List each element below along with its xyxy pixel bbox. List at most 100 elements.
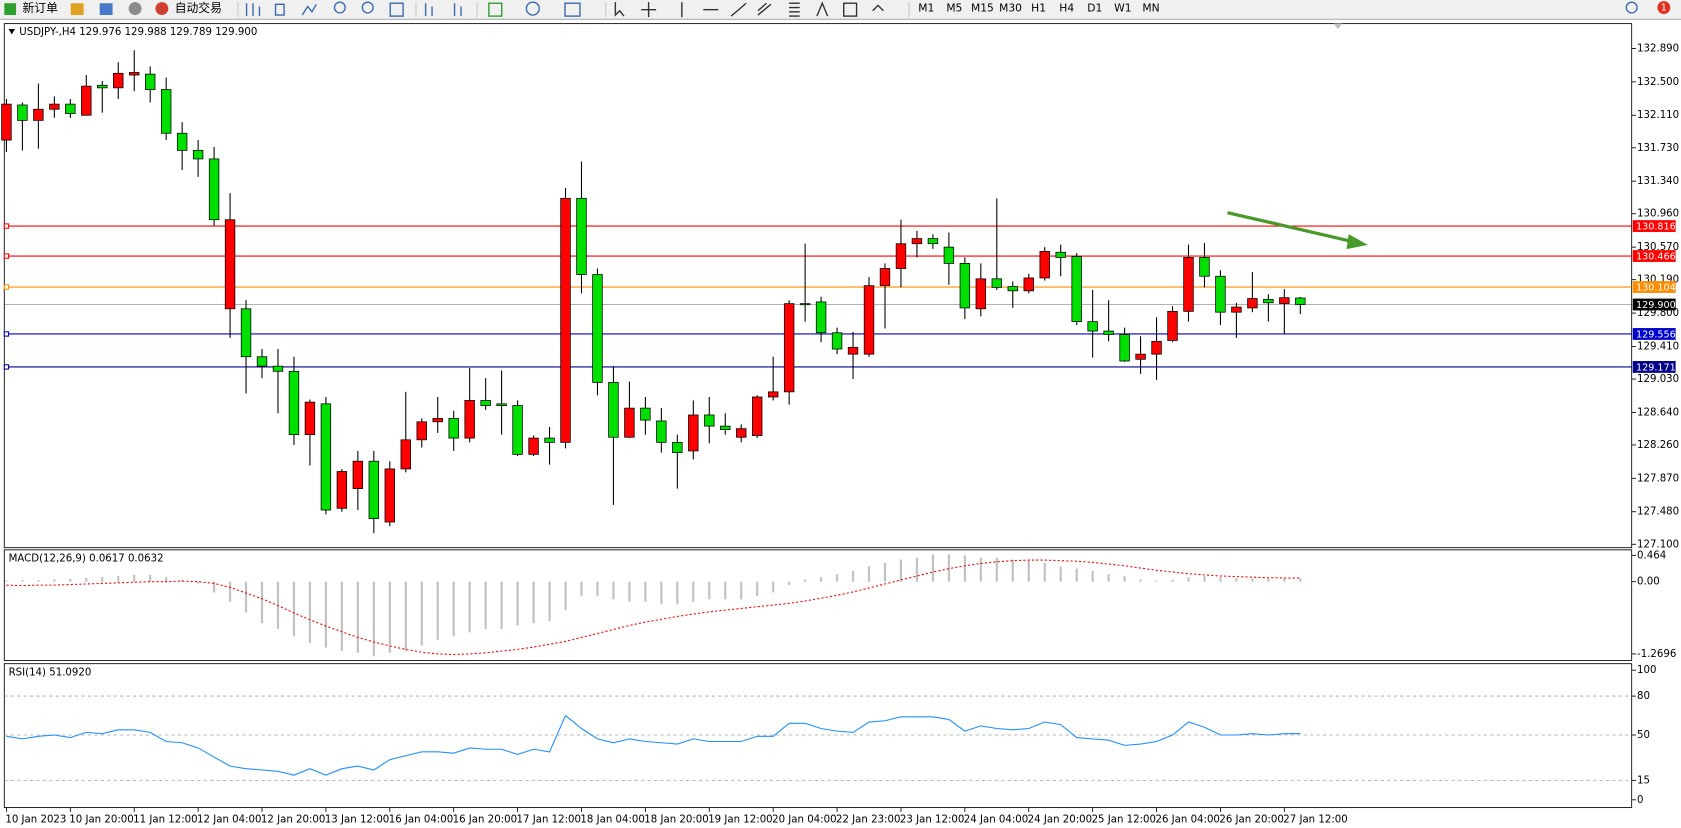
y-tick-label: 128.260	[1637, 440, 1679, 451]
candle-body	[33, 108, 44, 121]
label-icon[interactable]	[843, 2, 858, 17]
x-tick-label: 12 Jan 20:00	[261, 814, 325, 825]
zoom-in-icon[interactable]	[333, 1, 346, 14]
y-tick-label: 132.110	[1637, 110, 1679, 121]
candle-body	[160, 89, 172, 134]
candle-body	[384, 468, 396, 523]
new-order-label: 新订单	[23, 1, 59, 15]
candle-body	[528, 437, 539, 455]
candle-body	[65, 103, 76, 114]
candle-body	[1279, 297, 1290, 305]
candle-body	[224, 219, 236, 310]
toolbar-icon[interactable]	[70, 3, 84, 16]
candle-body	[1039, 251, 1050, 279]
timeframe-button[interactable]: M5	[946, 2, 962, 15]
new-order-button[interactable]: 新订单	[4, 1, 58, 15]
y-tick-label: 127.100	[1637, 539, 1679, 550]
line-chart-icon[interactable]	[301, 3, 317, 16]
notification-badge[interactable]	[1657, 1, 1671, 14]
fibo-icon[interactable]	[789, 2, 800, 17]
timeframe-bar: M1 M5 M15 M30 H1 H4 D1 W1 MN	[918, 2, 1159, 15]
y-tick-label: 0	[1637, 795, 1643, 806]
x-tick-label: 10 Jan 20:00	[69, 814, 133, 825]
candle-body	[704, 414, 715, 427]
toolbar-icon[interactable]	[99, 3, 113, 16]
periods-icon[interactable]	[525, 1, 540, 16]
auto-trading-button[interactable]: 自动交易	[155, 1, 222, 15]
candle-body	[336, 471, 348, 509]
candle-body	[129, 72, 140, 76]
candle-icon[interactable]	[274, 3, 285, 16]
candle-body	[560, 197, 571, 443]
x-tick-label: 23 Jan 12:00	[900, 814, 964, 825]
y-tick-label: 15	[1637, 775, 1650, 786]
price-level-box	[1632, 361, 1676, 373]
price-level-box	[1632, 220, 1676, 232]
candle-body	[176, 132, 188, 151]
candle-body	[432, 418, 443, 423]
cursor-icon[interactable]	[614, 2, 625, 17]
x-tick-label: 24 Jan 20:00	[1028, 814, 1092, 825]
x-tick-label: 26 Jan 20:00	[1219, 814, 1283, 825]
x-tick-label: 17 Jan 12:00	[517, 814, 581, 825]
text-icon[interactable]	[816, 1, 829, 17]
candle-body	[624, 407, 635, 438]
candle-body	[911, 238, 923, 245]
macd-signal-line	[6, 559, 1301, 656]
templates-icon[interactable]	[564, 2, 581, 17]
search-icon[interactable]	[1625, 1, 1638, 14]
price-panel	[3, 23, 1633, 549]
autoscroll-icon[interactable]	[424, 3, 433, 17]
zoom-out-icon[interactable]	[361, 1, 374, 14]
trendline-icon[interactable]	[730, 2, 747, 17]
candle-body	[656, 420, 667, 443]
shift-marker	[1333, 23, 1343, 29]
shift-icon[interactable]	[453, 3, 462, 17]
candle-body	[927, 238, 939, 245]
candle-body	[320, 403, 332, 511]
candle-body	[1167, 310, 1178, 341]
indicators-icon[interactable]	[488, 2, 503, 17]
timeframe-button[interactable]: H4	[1059, 2, 1074, 15]
arrows-icon[interactable]	[872, 4, 884, 12]
candle-body	[1087, 321, 1098, 332]
price-level-box	[1632, 328, 1676, 340]
crosshair-icon[interactable]	[641, 2, 657, 18]
y-tick-label: 127.480	[1637, 507, 1679, 518]
candle-body	[368, 460, 380, 519]
timeframe-button[interactable]: MN	[1142, 2, 1159, 15]
x-tick-label: 20 Jan 04:00	[772, 814, 836, 825]
channel-icon[interactable]	[757, 2, 772, 16]
bar-chart-icon[interactable]	[245, 3, 261, 17]
x-tick-label: 16 Jan 20:00	[453, 814, 517, 825]
candle-body	[1263, 298, 1274, 304]
toolbar-icon[interactable]	[128, 2, 142, 16]
y-tick-label: 130.960	[1637, 209, 1679, 220]
timeframe-button[interactable]: M1	[918, 2, 934, 15]
price-level-box	[1632, 298, 1676, 311]
y-tick-label: 129.800	[1637, 308, 1679, 319]
timeframe-button[interactable]: D1	[1087, 2, 1102, 15]
timeframe-button[interactable]: W1	[1114, 2, 1131, 15]
candle-body	[1103, 330, 1114, 335]
timeframe-button[interactable]: H1	[1031, 2, 1046, 15]
y-tick-label: 131.340	[1637, 176, 1679, 187]
x-tick-label: 13 Jan 12:00	[325, 814, 389, 825]
candle-body	[400, 439, 411, 470]
candle-body	[113, 72, 124, 89]
tile-icon[interactable]	[389, 2, 404, 17]
auto-trading-label: 自动交易	[175, 1, 222, 15]
arrow-shaft	[1227, 211, 1354, 244]
candle-body	[240, 308, 252, 358]
timeframe-button[interactable]: M30	[999, 2, 1022, 15]
candle-body	[975, 278, 987, 310]
x-tick-label: 18 Jan 20:00	[644, 814, 708, 825]
price-level-label: 130.816	[1636, 222, 1676, 233]
candle-body	[608, 382, 619, 438]
symbol-menu-icon[interactable]	[8, 28, 16, 35]
x-tick-label: 27 Jan 12:00	[1283, 814, 1347, 825]
candle-body	[352, 460, 364, 489]
y-tick-label: 131.730	[1637, 143, 1679, 154]
candle-body	[49, 103, 60, 110]
timeframe-button[interactable]: M15	[971, 2, 994, 15]
